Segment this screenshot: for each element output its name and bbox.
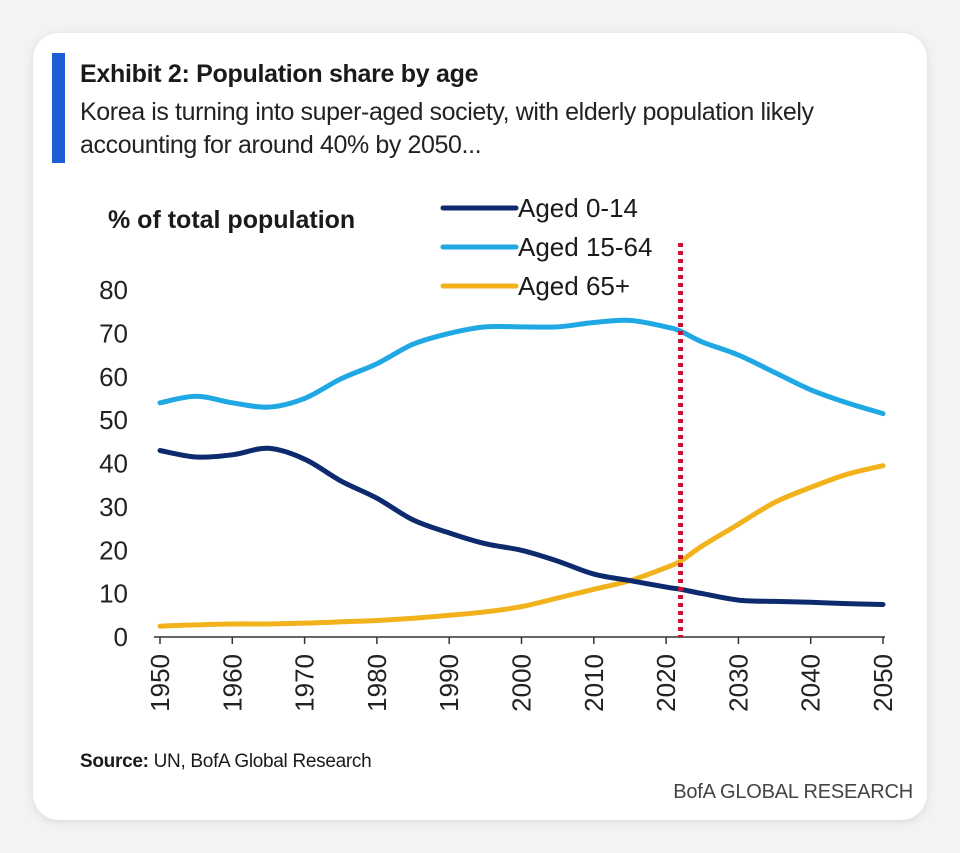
y-tick-label: 60 [99, 362, 128, 392]
x-tick-label: 1990 [434, 654, 464, 712]
series-line-aged-15-64 [157, 317, 886, 417]
exhibit-title: Exhibit 2: Population share by age [80, 60, 479, 88]
x-tick-label: 1970 [290, 654, 320, 712]
exhibit-subtitle: Korea is turning into super-aged society… [80, 98, 814, 159]
brand-footer: BofA GLOBAL RESEARCH [673, 781, 913, 803]
y-tick-label: 70 [99, 318, 128, 348]
y-tick-label: 40 [99, 449, 128, 479]
legend: Aged 0-14 Aged 15-64 Aged 65+ [440, 193, 652, 301]
legend-label: Aged 15-64 [518, 232, 652, 262]
legend-label: Aged 0-14 [518, 193, 638, 223]
y-axis-label: % of total population [108, 206, 355, 234]
legend-label: Aged 65+ [518, 271, 630, 301]
series-line-aged-65 [157, 463, 886, 629]
y-tick-label: 20 [99, 535, 128, 565]
y-ticks: 0 10 20 30 40 50 60 70 80 [99, 275, 128, 652]
x-tick-label: 1960 [217, 654, 247, 712]
x-tick-label: 1950 [145, 654, 175, 712]
y-tick-label: 0 [114, 622, 128, 652]
y-tick-label: 50 [99, 405, 128, 435]
y-tick-label: 80 [99, 275, 128, 305]
source-text: UN, BofA Global Research [153, 751, 372, 772]
accent-bar [52, 53, 65, 163]
x-tick-label: 2050 [868, 654, 898, 712]
x-tick-label: 2000 [507, 654, 537, 712]
x-tick-label: 2020 [651, 654, 681, 712]
y-tick-label: 30 [99, 492, 128, 522]
source-label: Source: [80, 751, 149, 772]
series-lines [157, 317, 886, 629]
x-tick-label: 2010 [579, 654, 609, 712]
source-note: Source: UN, BofA Global Research [80, 751, 372, 773]
x-tick-label: 2040 [796, 654, 826, 712]
x-tick-label: 2030 [723, 654, 753, 712]
y-tick-label: 10 [99, 579, 128, 609]
chart-card [33, 33, 927, 820]
x-tick-label: 1980 [362, 654, 392, 712]
x-ticks: 1950 1960 1970 1980 1990 2000 2010 2020 2030 2040… [145, 637, 898, 712]
series-line-aged-0-14 [157, 445, 886, 607]
